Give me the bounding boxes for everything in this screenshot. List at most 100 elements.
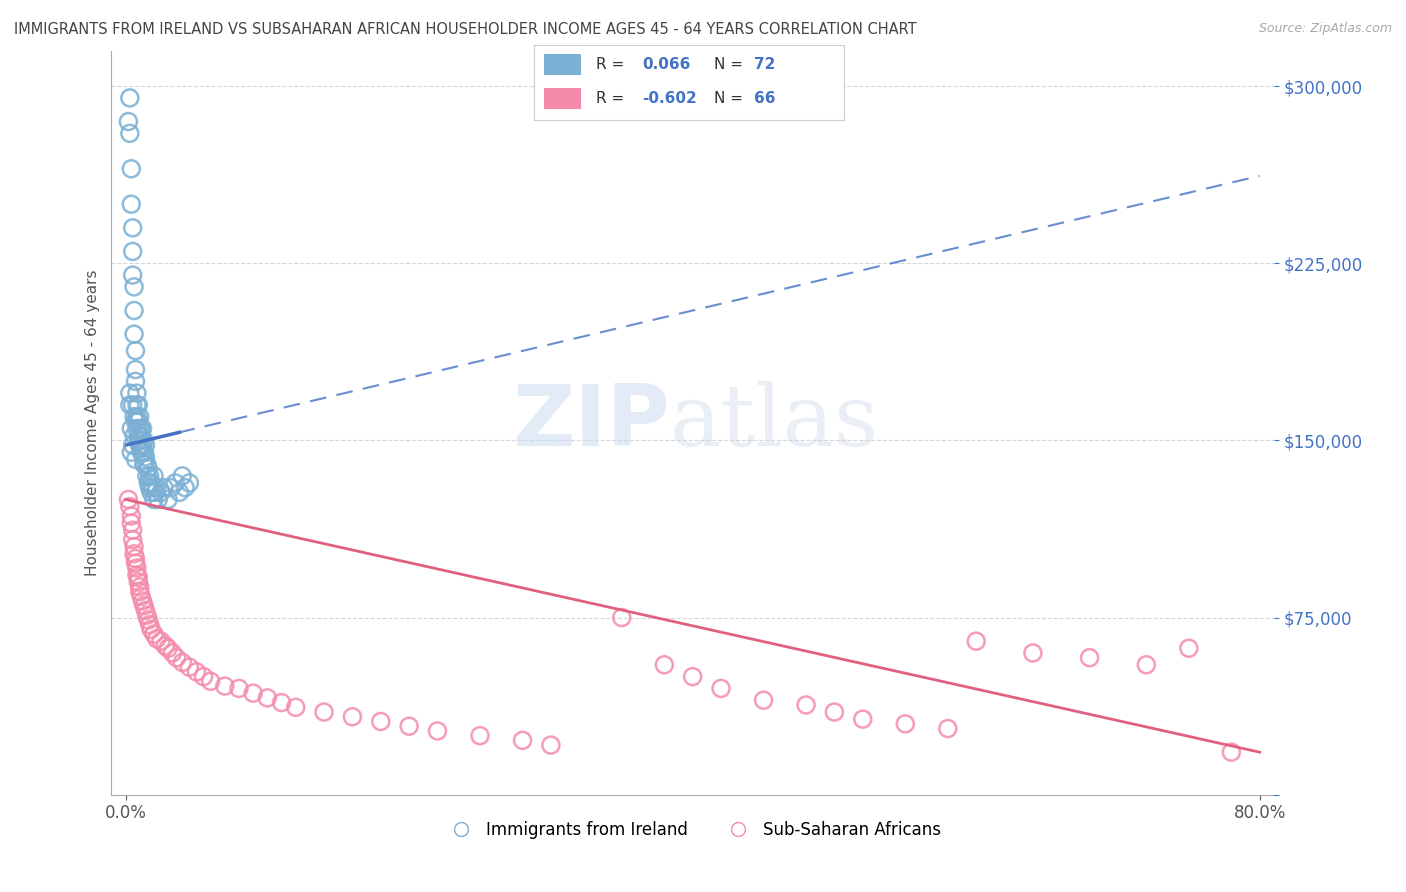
Point [965, 634, 987, 648]
Point [823, 705, 845, 719]
Point [136, 475, 159, 490]
Point [122, 327, 145, 342]
Point [131, 445, 153, 459]
Point [228, 681, 250, 696]
Point [124, 556, 146, 570]
Point [127, 434, 149, 448]
Point [150, 485, 173, 500]
Point [127, 575, 149, 590]
Point [200, 674, 222, 689]
Point [125, 561, 148, 575]
Point [128, 409, 150, 424]
Point [124, 415, 146, 429]
Point [117, 114, 139, 128]
Point [131, 438, 153, 452]
Point [142, 627, 165, 641]
Point [174, 481, 197, 495]
Point [121, 438, 143, 452]
Point [710, 681, 733, 696]
Point [118, 91, 141, 105]
Point [117, 492, 139, 507]
Text: 0.066: 0.066 [643, 57, 690, 72]
Point [150, 634, 173, 648]
Point [153, 481, 176, 495]
Point [148, 492, 170, 507]
Point [610, 610, 633, 624]
Point [370, 714, 392, 729]
Point [128, 580, 150, 594]
Point [125, 568, 148, 582]
Point [120, 508, 142, 523]
Point [122, 280, 145, 294]
Point [128, 438, 150, 452]
Y-axis label: Householder Income Ages 45 - 64 years: Householder Income Ages 45 - 64 years [86, 269, 100, 576]
Point [132, 434, 155, 448]
Point [138, 468, 160, 483]
Legend: Immigrants from Ireland, Sub-Saharan Africans: Immigrants from Ireland, Sub-Saharan Afr… [437, 814, 948, 846]
Point [143, 485, 166, 500]
Point [128, 421, 150, 435]
Point [146, 632, 169, 646]
Point [146, 481, 169, 495]
Point [936, 722, 959, 736]
Point [1178, 641, 1201, 656]
Point [794, 698, 817, 712]
Point [122, 428, 145, 442]
Text: 72: 72 [754, 57, 775, 72]
Point [136, 462, 159, 476]
Point [134, 450, 156, 464]
Point [172, 468, 194, 483]
Point [124, 452, 146, 467]
Point [682, 670, 704, 684]
Point [138, 617, 160, 632]
Point [132, 599, 155, 613]
Point [121, 398, 143, 412]
Point [129, 589, 152, 603]
Point [169, 485, 191, 500]
Point [127, 428, 149, 442]
Text: Source: ZipAtlas.com: Source: ZipAtlas.com [1258, 22, 1392, 36]
Point [142, 468, 165, 483]
Point [155, 639, 177, 653]
Text: 66: 66 [754, 91, 775, 106]
Text: atlas: atlas [669, 381, 879, 464]
Point [127, 398, 149, 412]
Point [256, 690, 278, 705]
Text: ZIP: ZIP [512, 381, 669, 464]
Bar [544, 54, 581, 75]
Point [752, 693, 775, 707]
Point [125, 398, 148, 412]
Point [118, 398, 141, 412]
Point [540, 738, 562, 752]
Point [134, 603, 156, 617]
Point [284, 700, 307, 714]
Text: R =: R = [596, 57, 630, 72]
Point [131, 421, 153, 435]
Point [121, 220, 143, 235]
Point [125, 409, 148, 424]
Point [120, 421, 142, 435]
Point [128, 434, 150, 448]
Point [135, 608, 157, 623]
Point [122, 409, 145, 424]
Point [157, 492, 180, 507]
Bar [544, 87, 581, 109]
Point [139, 485, 162, 500]
Point [120, 445, 142, 459]
Point [127, 570, 149, 584]
Point [120, 161, 142, 176]
Point [132, 457, 155, 471]
Point [179, 660, 201, 674]
Point [122, 303, 145, 318]
Text: N =: N = [714, 91, 748, 106]
Point [142, 492, 165, 507]
Point [426, 723, 449, 738]
Point [124, 362, 146, 376]
Text: R =: R = [596, 91, 630, 106]
Text: -0.602: -0.602 [643, 91, 697, 106]
Point [135, 468, 157, 483]
Point [179, 475, 201, 490]
Point [242, 686, 264, 700]
Point [162, 646, 184, 660]
Point [124, 375, 146, 389]
